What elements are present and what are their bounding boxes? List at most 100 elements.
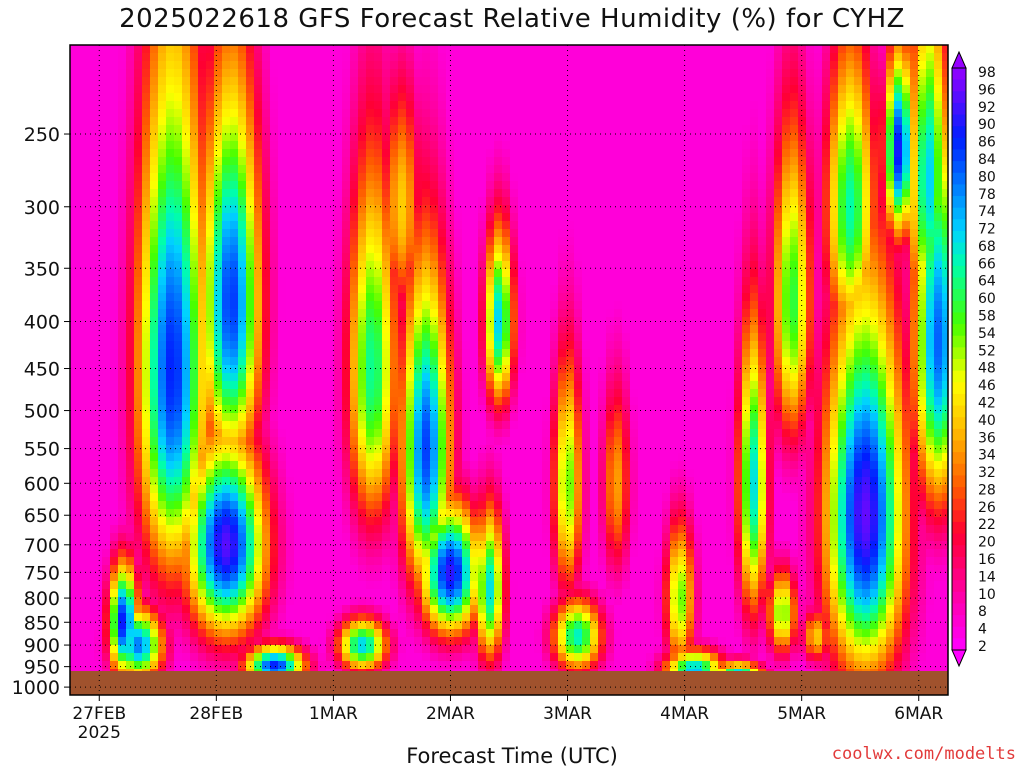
colorbar-segment: [952, 463, 966, 476]
colorbar-segment: [952, 196, 966, 209]
colorbar-segment: [952, 219, 966, 232]
colorbar-label: 96: [978, 82, 996, 98]
colorbar-label: 58: [978, 309, 996, 325]
y-tick-label: 750: [24, 562, 60, 584]
y-tick-label: 400: [24, 312, 60, 334]
colorbar-segment: [952, 487, 966, 500]
colorbar-label: 36: [978, 430, 996, 446]
colorbar-segment: [952, 603, 966, 616]
colorbar-segment: [952, 289, 966, 302]
y-tick-label: 600: [24, 473, 60, 495]
colorbar-segment: [952, 533, 966, 546]
colorbar-label: 78: [978, 187, 996, 203]
colorbar-segment: [952, 591, 966, 604]
colorbar-segment: [952, 126, 966, 139]
colorbar-label: 2: [978, 639, 987, 655]
colorbar-label: 22: [978, 517, 996, 533]
colorbar-label: 14: [978, 569, 996, 585]
colorbar-segment: [952, 230, 966, 244]
colorbar-label: 46: [978, 378, 996, 394]
x-tick-label: 2MAR: [426, 704, 475, 724]
colorbar-label: 80: [978, 169, 996, 185]
colorbar-label: 26: [978, 500, 996, 516]
colorbar-label: 52: [978, 343, 996, 359]
y-tick-label: 900: [24, 635, 60, 657]
x-tick-label: 28FEB: [189, 704, 243, 724]
colorbar-segment: [952, 626, 966, 639]
colorbar-label: 90: [978, 117, 996, 133]
colorbar-label: 16: [978, 552, 996, 568]
x-tick-label: 1MAR: [309, 704, 358, 724]
colorbar-label: 48: [978, 361, 996, 377]
colorbar-label: 54: [978, 326, 996, 342]
colorbar-segment: [952, 207, 966, 220]
colorbar-segment: [952, 521, 966, 535]
colorbar-label: 74: [978, 204, 996, 220]
colorbar-segment: [952, 300, 966, 313]
colorbar-segment: [952, 382, 966, 395]
y-tick-label: 250: [24, 124, 60, 146]
colorbar-segment: [952, 172, 966, 185]
colorbar-segment: [952, 370, 966, 383]
colorbar-segment: [952, 312, 966, 325]
x-tick-label: 5MAR: [777, 704, 826, 724]
colorbar-segment: [952, 405, 966, 418]
colorbar-label: 68: [978, 239, 996, 255]
x-tick-label: 27FEB: [72, 704, 126, 724]
x-axis-label: Forecast Time (UTC): [406, 744, 618, 768]
y-tick-label: 700: [24, 535, 60, 557]
colorbar-segment: [952, 498, 966, 511]
y-tick-label: 550: [24, 439, 60, 461]
colorbar-label: 20: [978, 535, 996, 551]
colorbar-segment: [952, 79, 966, 92]
terrain-band: [70, 671, 948, 695]
colorbar-label: 8: [978, 604, 987, 620]
colorbar-segment: [952, 580, 966, 593]
colorbar-segment: [952, 91, 966, 104]
colorbar-segment: [952, 68, 966, 81]
colorbar-segment: [952, 114, 966, 127]
y-tick-label: 450: [24, 359, 60, 381]
colorbar-label: 10: [978, 587, 996, 603]
y-tick-label: 650: [24, 505, 60, 527]
colorbar: 9896929086848078747268666460585452484642…: [951, 50, 996, 668]
y-tick-label: 350: [24, 258, 60, 280]
colorbar-segment: [952, 254, 966, 267]
colorbar-label: 64: [978, 274, 996, 290]
colorbar-label: 72: [978, 222, 996, 238]
x-tick-label: 6MAR: [894, 704, 943, 724]
y-tick-label: 800: [24, 588, 60, 610]
plot-frame: [69, 44, 949, 696]
colorbar-segment: [952, 393, 966, 407]
colorbar-segment: [952, 335, 966, 348]
colorbar-label: 28: [978, 482, 996, 498]
colorbar-frame: [951, 67, 967, 651]
colorbar-segment: [952, 137, 966, 150]
colorbar-label: 84: [978, 152, 996, 168]
colorbar-label: 66: [978, 256, 996, 272]
humidity-field: [70, 45, 948, 695]
colorbar-segment: [952, 265, 966, 279]
colorbar-label: 40: [978, 413, 996, 429]
colorbar-label: 98: [978, 65, 996, 81]
colorbar-segment: [952, 102, 966, 116]
chart-title: 2025022618 GFS Forecast Relative Humidit…: [119, 4, 905, 34]
colorbar-label: 42: [978, 395, 996, 411]
colorbar-top-arrow: [951, 50, 967, 69]
colorbar-segment: [952, 452, 966, 465]
colorbar-segment: [952, 417, 966, 430]
colorbar-segment: [952, 359, 966, 372]
y-tick-label: 850: [24, 612, 60, 634]
colorbar-segment: [952, 277, 966, 290]
gridlines: [70, 45, 948, 695]
colorbar-segment: [952, 615, 966, 628]
colorbar-segment: [952, 161, 966, 174]
colorbar-segment: [952, 324, 966, 337]
credit-text: coolwx.com/modelts: [831, 744, 1016, 764]
colorbar-label: 92: [978, 100, 996, 116]
x-tick-sublabel: 2025: [78, 723, 121, 743]
y-tick-label: 1000: [12, 677, 60, 699]
colorbar-segment: [952, 568, 966, 581]
colorbar-label: 4: [978, 622, 987, 638]
